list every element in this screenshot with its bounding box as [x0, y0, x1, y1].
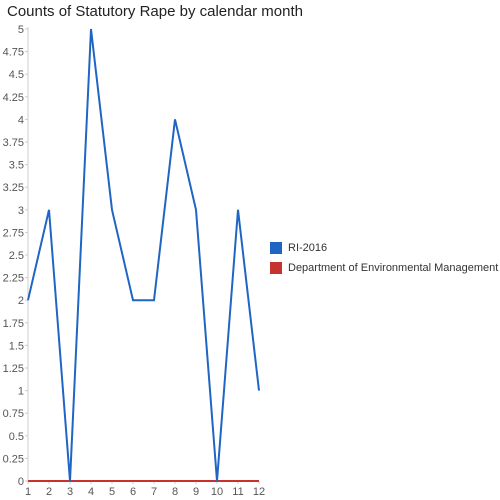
x-tick-label: 3	[67, 486, 73, 498]
y-tick-label: 2	[18, 295, 24, 307]
y-tick-label: 3.75	[3, 137, 24, 149]
x-tick-label: 5	[109, 486, 115, 498]
x-tick-label: 6	[130, 486, 136, 498]
y-tick-label: 2.75	[3, 227, 24, 239]
y-tick-label: 2.5	[9, 250, 24, 262]
series-line	[27, 28, 260, 482]
y-tick-label: 4.25	[3, 92, 24, 104]
y-tick-label: 3.25	[3, 182, 24, 194]
chart-title: Counts of Statutory Rape by calendar mon…	[7, 3, 304, 20]
x-tick-label: 10	[211, 486, 223, 498]
y-tick-label: 0	[18, 476, 24, 488]
legend-item: RI-2016	[270, 238, 498, 258]
legend-item: Department of Environmental Management	[270, 258, 498, 278]
legend-label: Department of Environmental Management	[288, 262, 499, 274]
x-tick-label: 12	[253, 486, 265, 498]
x-tick-label: 4	[88, 486, 94, 498]
y-tick-label: 4.5	[9, 69, 24, 81]
legend-swatch	[270, 242, 282, 254]
y-tick-label: 3	[18, 205, 24, 217]
legend-label: RI-2016	[288, 242, 328, 254]
y-tick-label: 0.75	[3, 408, 24, 420]
x-tick-label: 8	[172, 486, 178, 498]
legend: RI-2016 Department of Environmental Manag…	[270, 238, 498, 278]
x-tick-label: 7	[151, 486, 157, 498]
y-tick-label: 1.5	[9, 340, 24, 352]
y-tick-label: 0.25	[3, 453, 24, 465]
y-tick-label: 3.5	[9, 160, 24, 172]
y-tick-label: 1.75	[3, 318, 24, 330]
y-tick-label: 1.25	[3, 363, 24, 375]
y-tick-label: 2.25	[3, 273, 24, 285]
y-tick-label: 1	[18, 386, 24, 398]
x-tick-label: 11	[232, 486, 243, 498]
x-tick-label: 1	[25, 486, 31, 498]
y-tick-label: 4.75	[3, 47, 24, 59]
y-tick-label: 0.5	[9, 431, 24, 443]
legend-swatch	[270, 262, 282, 274]
y-tick-label: 4	[18, 114, 24, 126]
x-tick-label: 9	[193, 486, 199, 498]
x-tick-label: 2	[46, 486, 52, 498]
y-tick-label: 5	[18, 24, 24, 36]
